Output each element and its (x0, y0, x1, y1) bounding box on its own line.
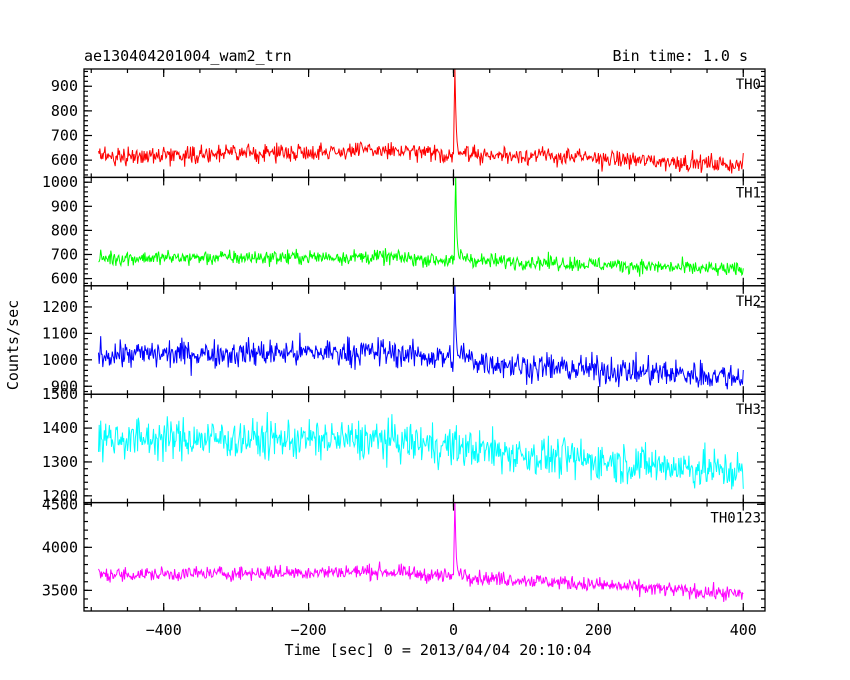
panel-frame-th1 (83, 176, 766, 287)
y-tick-label: 800 (51, 102, 78, 120)
panels: 600 700 800 900 TH0 600 700 800 900 1000 TH1 900 100… (42, 68, 766, 639)
y-tick-label: 600 (51, 270, 78, 288)
panel-label-th1: TH1 (736, 185, 761, 201)
y-tick-label: 1200 (42, 298, 78, 316)
y-tick-label: 900 (51, 377, 78, 395)
series-line-th2 (98, 285, 744, 390)
bin-time-label: Bin time: 1.0 s (613, 47, 748, 65)
y-tick-label: 1100 (42, 324, 78, 342)
y-tick-label: 4000 (42, 538, 78, 556)
y-tick-label: 700 (51, 245, 78, 263)
y-tick-label: 900 (51, 197, 78, 215)
chart-title: ae130404201004_wam2_trn (84, 47, 292, 65)
x-axis-label: Time [sec] 0 = 2013/04/04 20:10:04 (284, 641, 591, 659)
x-tick-label: −200 (291, 621, 327, 639)
x-tick-label: −400 (146, 621, 182, 639)
series-line-th0123 (98, 502, 744, 602)
y-tick-label: 3500 (42, 581, 78, 599)
y-tick-label: 1500 (42, 385, 78, 403)
y-tick-label: 800 (51, 221, 78, 239)
y-tick-label: 900 (51, 77, 78, 95)
y-tick-label: 4500 (42, 495, 78, 513)
y-tick-label: 600 (51, 151, 78, 169)
y-tick-label: 1000 (42, 351, 78, 369)
x-tick-label: 0 (449, 621, 458, 639)
series-line-th1 (98, 177, 744, 277)
series-line-th3 (98, 411, 744, 490)
series-line-th0 (98, 69, 744, 174)
panel-frame-th2 (83, 285, 766, 395)
x-tick-label: 200 (585, 621, 612, 639)
y-tick-label: 1400 (42, 419, 78, 437)
panel-label-th0: TH0 (736, 77, 761, 93)
y-tick-label: 1200 (42, 487, 78, 505)
panel-frame-th0123 (83, 501, 766, 612)
y-tick-label: 1300 (42, 453, 78, 471)
panel-label-th3: TH3 (736, 402, 761, 418)
y-axis-label: Counts/sec (4, 300, 22, 390)
panel-label-th0123: TH0123 (710, 511, 761, 527)
panel-frame-th3 (83, 393, 766, 504)
panel-label-th2: TH2 (736, 294, 761, 310)
x-tick-label: 400 (730, 621, 757, 639)
y-tick-label: 700 (51, 127, 78, 145)
y-tick-label: 1000 (42, 173, 78, 191)
panel-frame-th0 (83, 68, 766, 179)
